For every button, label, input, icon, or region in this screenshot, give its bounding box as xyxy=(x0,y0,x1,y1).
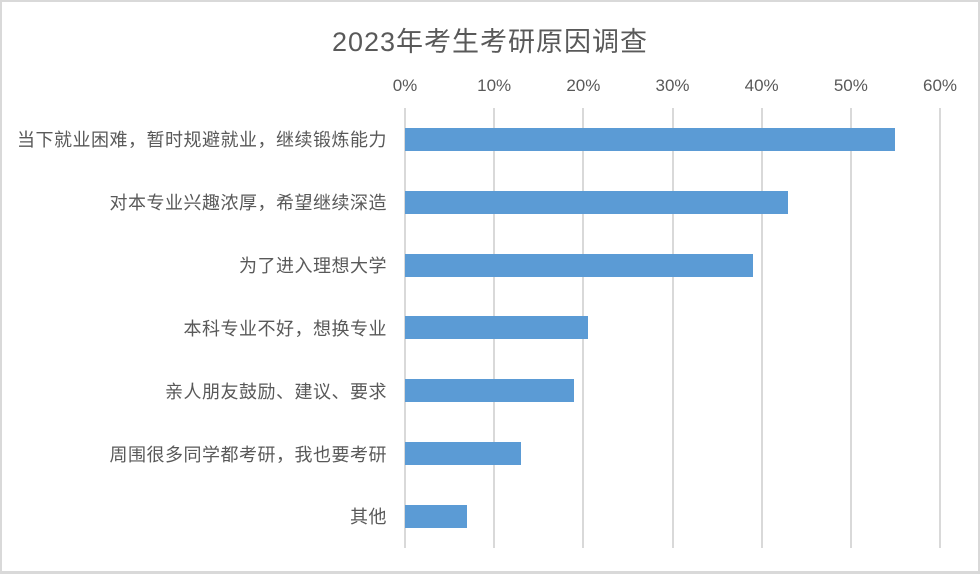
bar-2 xyxy=(405,253,753,277)
bar-1 xyxy=(405,190,789,214)
gridline xyxy=(939,108,941,548)
category-label: 亲人朋友鼓励、建议、要求 xyxy=(165,381,387,402)
bar-6 xyxy=(405,504,468,528)
x-axis-tick-label: 60% xyxy=(922,76,958,95)
bar-row xyxy=(405,485,940,548)
category-label: 对本专业兴趣浓厚，希望继续深造 xyxy=(109,193,387,214)
bar-row xyxy=(405,234,940,297)
category-label: 为了进入理想大学 xyxy=(239,256,387,277)
chart-title: 2023年考生考研原因调查 xyxy=(331,27,649,57)
bar-row xyxy=(405,359,940,422)
x-axis-tick-label: 20% xyxy=(566,76,601,95)
bar-5 xyxy=(405,442,521,466)
category-label: 本科专业不好，想换专业 xyxy=(183,318,387,339)
category-label: 其他 xyxy=(350,507,387,528)
bar-row xyxy=(405,422,940,485)
gridline xyxy=(849,108,852,548)
category-label: 周围很多同学都考研，我也要考研 xyxy=(109,444,387,465)
bar-row xyxy=(405,297,940,360)
x-axis-tick-label: 50% xyxy=(833,76,868,95)
bar-4 xyxy=(405,379,575,403)
x-axis-tick-label: 40% xyxy=(744,76,779,95)
x-axis-tick-labels: 0% 10% 20% 30% 40% 50% 60% xyxy=(393,76,957,96)
y-axis-category-labels: 当下就业困难，暂时规避就业，继续锻炼能力对本专业兴趣浓厚，希望继续深造为了进入理… xyxy=(2,108,396,548)
category-label: 当下就业困难，暂时规避就业，继续锻炼能力 xyxy=(17,130,387,151)
x-axis-tick-label: 10% xyxy=(477,76,512,95)
plot-area xyxy=(404,108,941,548)
bar-3 xyxy=(405,316,588,340)
bar-row xyxy=(405,108,940,171)
gridline xyxy=(671,108,674,548)
bar-0 xyxy=(405,127,896,151)
x-axis-tick-label: 30% xyxy=(655,76,690,95)
bar-row xyxy=(405,171,940,234)
x-axis-tick-label: 0% xyxy=(392,76,418,95)
gridline xyxy=(760,108,763,548)
